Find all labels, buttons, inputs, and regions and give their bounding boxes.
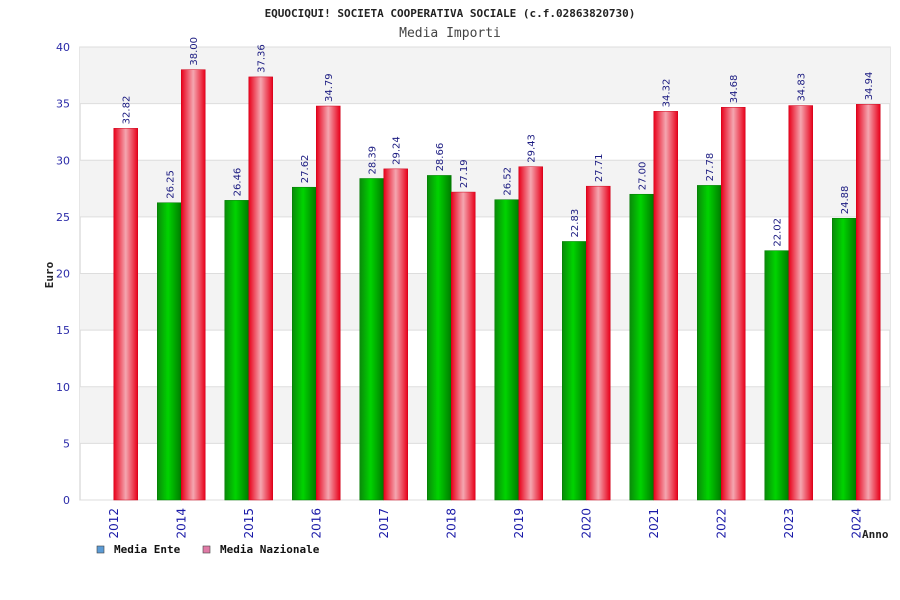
x-tick-label: 2019: [512, 508, 526, 539]
y-tick-label: 20: [56, 268, 70, 281]
value-label: 22.83: [570, 209, 581, 238]
grid-band: [80, 160, 890, 217]
value-label: 37.36: [257, 44, 268, 73]
value-label: 27.62: [300, 155, 311, 184]
bar-media-ente-2021: [629, 193, 654, 501]
x-tick-label: 2014: [174, 508, 188, 539]
bar-media-nazionale-2015: [248, 76, 273, 501]
x-tick-label: 2022: [714, 508, 728, 539]
chart-title: EQUOCIQUI! SOCIETA COOPERATIVA SOCIALE (…: [265, 7, 636, 20]
bar-media-ente-2016: [292, 186, 317, 501]
y-tick-label: 10: [56, 381, 70, 394]
value-label: 27.78: [705, 153, 716, 182]
legend-swatch-media-nazionale: [202, 545, 211, 554]
x-tick-label: 2017: [377, 508, 391, 539]
legend-label-media-nazionale: Media Nazionale: [220, 543, 320, 556]
bar-media-nazionale-2020: [586, 185, 611, 501]
bar-media-ente-2022: [697, 185, 722, 501]
y-tick-label: 5: [63, 437, 70, 450]
value-label: 29.43: [527, 134, 538, 163]
y-tick-label: 15: [56, 324, 70, 337]
bar-media-ente-2024: [832, 217, 857, 501]
legend-swatch-media-ente: [96, 545, 105, 554]
bar-media-ente-2015: [224, 200, 249, 501]
grid-bands: [80, 47, 890, 444]
x-tick-label: 2015: [242, 508, 256, 539]
x-axis-label: Anno: [862, 528, 889, 541]
bar-media-ente-2020: [562, 241, 587, 501]
value-label: 26.25: [165, 170, 176, 199]
x-tick-label: 2024: [849, 508, 863, 539]
value-label: 22.02: [773, 218, 784, 247]
bar-media-nazionale-2014: [181, 69, 206, 501]
x-tick-label: 2020: [579, 508, 593, 539]
bar-media-ente-2023: [764, 250, 789, 501]
value-label: 27.19: [459, 159, 470, 188]
bar-media-ente-2014: [157, 202, 182, 501]
bar-media-nazionale-2023: [788, 105, 813, 501]
grid-band: [80, 47, 890, 104]
legend-label-media-ente: Media Ente: [114, 543, 181, 556]
bar-media-ente-2017: [359, 178, 384, 501]
y-tick-label: 30: [56, 154, 70, 167]
y-axis-label: Euro: [43, 261, 56, 288]
value-label: 32.82: [122, 96, 133, 125]
y-tick-label: 0: [63, 494, 70, 507]
x-tick-label: 2012: [107, 508, 121, 539]
bar-media-nazionale-2012: [113, 128, 138, 501]
y-tick-label: 40: [56, 41, 70, 54]
bar-media-nazionale-2019: [518, 166, 543, 501]
x-tick-label: 2021: [647, 508, 661, 539]
bar-media-nazionale-2017: [383, 168, 408, 501]
value-label: 24.88: [840, 186, 851, 215]
value-label: 28.66: [435, 143, 446, 172]
value-label: 34.79: [324, 73, 335, 102]
bar-media-ente-2018: [427, 175, 452, 501]
x-tick-label: 2023: [782, 508, 796, 539]
legend: Media Ente Media Nazionale: [96, 543, 320, 556]
value-labels: 32.82 26.25 38.00 26.46 37.36 27.62 34.79 28.39…: [122, 37, 876, 247]
bar-media-ente-2019: [494, 199, 519, 501]
value-label: 26.46: [233, 168, 244, 197]
value-label: 34.68: [729, 75, 740, 104]
chart-subtitle: Media Importi: [399, 26, 501, 41]
x-axis-ticks: 2012 2014 2015 2016 2017 2018 2019 2020 2021 2022…: [107, 508, 864, 539]
value-label: 26.52: [503, 167, 514, 196]
x-tick-label: 2018: [444, 508, 458, 539]
value-label: 27.00: [638, 162, 649, 191]
bar-media-nazionale-2021: [653, 111, 678, 501]
bar-media-nazionale-2024: [856, 104, 881, 501]
x-tick-label: 2016: [309, 508, 323, 539]
grid-band: [80, 386, 890, 444]
y-tick-label: 35: [56, 98, 70, 111]
value-label: 28.39: [368, 146, 379, 175]
bar-media-nazionale-2022: [721, 106, 746, 501]
grid-band: [80, 273, 890, 331]
bar-media-nazionale-2018: [451, 191, 476, 501]
value-label: 29.24: [392, 136, 403, 165]
y-tick-label: 25: [56, 211, 70, 224]
bar-media-nazionale-2016: [316, 105, 341, 501]
value-label: 38.00: [189, 37, 200, 66]
value-label: 34.32: [662, 79, 673, 108]
value-label: 34.83: [797, 73, 808, 102]
y-axis-ticks: 0 5 10 15 20 25 30 35 40: [56, 41, 70, 507]
value-label: 34.94: [864, 72, 875, 101]
bars: [113, 69, 881, 501]
grid-lines: [80, 46, 890, 501]
value-label: 27.71: [594, 154, 605, 183]
